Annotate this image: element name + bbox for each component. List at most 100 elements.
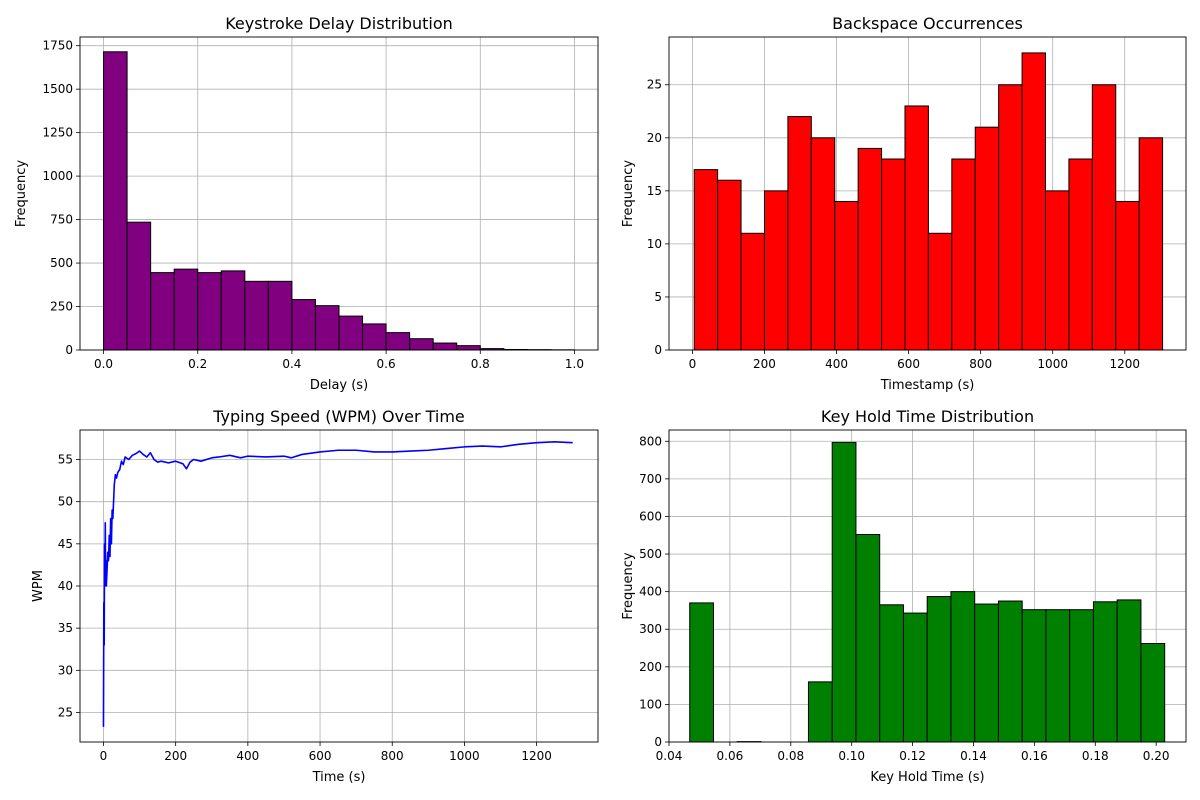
histogram-bar <box>1138 137 1164 351</box>
x-tick-label: 1.0 <box>565 357 584 371</box>
data-marks <box>693 52 1164 351</box>
x-tick-label: 0 <box>100 749 108 763</box>
histogram-bar <box>974 126 1000 351</box>
histogram-bar <box>1021 52 1046 351</box>
x-axis-label: Delay (s) <box>310 378 368 393</box>
y-tick-label: 50 <box>58 495 73 509</box>
histogram-bar <box>1092 601 1118 743</box>
histogram-bar <box>926 596 952 743</box>
histogram-bar <box>740 232 765 351</box>
histogram-bar <box>950 591 976 743</box>
axes-frame <box>668 36 1187 351</box>
histogram-bar <box>997 600 1023 743</box>
x-tick-label: 0.14 <box>960 749 987 763</box>
x-tick-label: 1200 <box>1109 357 1140 371</box>
y-tick-label: 35 <box>58 621 73 635</box>
x-tick-label: 0.08 <box>777 749 804 763</box>
histogram-bar <box>998 84 1023 351</box>
wpm-line <box>102 441 573 727</box>
histogram-bar <box>951 158 976 351</box>
x-ticks: 0.04 0.06 0.08 0.10 0.12 0.14 0.16 0.18 0.20 <box>656 742 1170 763</box>
histogram-bar <box>409 338 434 351</box>
histogram-bar <box>362 323 387 351</box>
x-tick-label: 0.16 <box>1021 749 1048 763</box>
histogram-bar <box>810 137 836 351</box>
x-tick-label: 0.06 <box>717 749 744 763</box>
y-tick-label: 55 <box>58 453 73 467</box>
histogram-bar <box>717 179 742 351</box>
y-axis-label: WPM <box>31 570 46 602</box>
histogram-bar <box>1021 609 1047 743</box>
histogram-bar <box>855 534 881 743</box>
histogram-bar <box>763 190 789 351</box>
y-tick-label: 1250 <box>42 126 73 140</box>
y-tick-label: 1000 <box>42 169 73 183</box>
histogram-bar <box>267 280 293 351</box>
histogram-bar <box>974 603 999 743</box>
x-tick-label: 0.20 <box>1143 749 1170 763</box>
x-tick-label: 0.04 <box>656 749 683 763</box>
y-tick-label: 500 <box>50 256 73 270</box>
y-tick-label: 15 <box>647 184 662 198</box>
histogram-bar <box>1091 84 1117 351</box>
y-tick-label: 0 <box>654 343 662 357</box>
y-tick-label: 20 <box>647 131 662 145</box>
x-tick-label: 200 <box>753 357 776 371</box>
y-tick-label: 100 <box>639 697 662 711</box>
y-tick-label: 600 <box>639 509 662 523</box>
y-tick-label: 250 <box>50 300 73 314</box>
data-marks <box>102 441 573 727</box>
chart-title: Backspace Occurrences <box>832 14 1023 33</box>
histogram-bar <box>197 272 222 351</box>
y-tick-label: 40 <box>58 579 73 593</box>
x-tick-label: 200 <box>164 749 187 763</box>
x-tick-label: 400 <box>825 357 848 371</box>
histogram-bar <box>834 200 859 351</box>
x-ticks: 0.0 0.2 0.4 0.6 0.8 1.0 <box>94 350 584 371</box>
x-tick-label: 0.18 <box>1082 749 1109 763</box>
chart-hold: 0.04 0.06 0.08 0.10 0.12 0.14 0.16 0.18 0.20 0 100… <box>621 407 1187 785</box>
histogram-bar <box>1116 599 1142 743</box>
y-axis-label: Frequency <box>621 160 636 227</box>
y-ticks: 0 5 10 15 20 25 <box>647 78 669 357</box>
y-tick-label: 0 <box>65 343 73 357</box>
y-ticks: 0 250 500 750 1000 1250 1500 1750 <box>42 39 80 357</box>
x-tick-label: 0.12 <box>899 749 926 763</box>
y-tick-label: 10 <box>647 237 662 251</box>
x-tick-label: 1000 <box>1037 357 1068 371</box>
chart-title: Typing Speed (WPM) Over Time <box>212 407 465 426</box>
histogram-bar <box>456 345 481 351</box>
histogram-bar <box>902 612 928 743</box>
histogram-bar <box>1115 200 1140 351</box>
histogram-bar <box>1068 158 1093 351</box>
x-axis-label: Time (s) <box>312 770 366 785</box>
histogram-bar <box>1140 643 1166 743</box>
data-marks <box>103 51 575 351</box>
x-tick-label: 600 <box>309 749 332 763</box>
y-tick-label: 45 <box>58 537 73 551</box>
histogram-bar <box>1044 190 1070 351</box>
axes-frame <box>79 36 599 351</box>
histogram-bar <box>291 299 316 351</box>
histogram-bar <box>244 280 269 351</box>
y-ticks: 25 30 35 40 45 50 55 <box>58 453 80 719</box>
x-tick-label: 400 <box>236 749 259 763</box>
histogram-bar <box>904 105 929 351</box>
x-tick-label: 0.8 <box>471 357 490 371</box>
histogram-bar <box>338 315 364 351</box>
histogram-bar <box>220 270 246 351</box>
histogram-bar <box>787 116 812 351</box>
y-tick-label: 30 <box>58 663 73 677</box>
x-tick-label: 1200 <box>521 749 552 763</box>
histogram-bar <box>831 441 857 743</box>
y-tick-label: 800 <box>639 434 662 448</box>
x-tick-label: 0.10 <box>838 749 865 763</box>
y-tick-label: 500 <box>639 547 662 561</box>
y-tick-label: 25 <box>58 705 73 719</box>
histogram-bar <box>693 169 719 351</box>
grid-lines <box>80 430 598 742</box>
y-tick-label: 5 <box>654 290 662 304</box>
x-tick-label: 0.0 <box>94 357 113 371</box>
x-tick-label: 0.2 <box>188 357 207 371</box>
